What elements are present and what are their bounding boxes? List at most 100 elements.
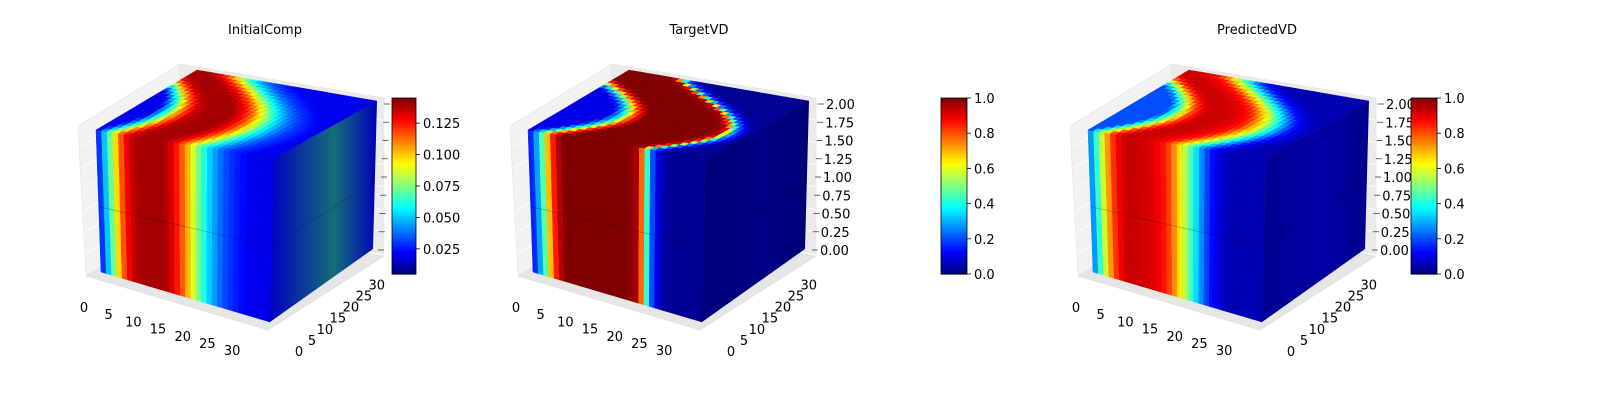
z-tick-label: 1.00 [1383, 171, 1412, 186]
colorbar-segment [392, 100, 416, 105]
colorbar-segment [941, 216, 967, 220]
colorbar-segment [1411, 227, 1437, 231]
x-axis: 0 5 10 15 20 25 30 [1072, 301, 1233, 359]
colorbar-segment [1411, 191, 1437, 195]
panel-title: PredictedVD [1217, 23, 1297, 38]
colorbar-segment [1411, 271, 1437, 275]
colorbar-segment [392, 133, 416, 138]
colorbar-segment [392, 109, 416, 113]
colorbar-segment [941, 260, 967, 264]
x-tick-label: 20 [1166, 330, 1183, 345]
y-tick-label: 20 [775, 301, 792, 316]
colorbar-segment [1411, 186, 1437, 190]
z-tick-label: 0.75 [822, 189, 851, 204]
front-face-strip [1193, 146, 1200, 304]
y-tick-label: 5 [740, 334, 748, 349]
front-face-strip [190, 144, 197, 301]
y-tick-label: 15 [762, 312, 779, 327]
y-tick-label: 30 [369, 278, 386, 293]
front-face-strip [201, 146, 208, 304]
colorbar-segment [1411, 188, 1437, 193]
x-tick-label: 10 [1117, 315, 1134, 330]
colorbar-segment [941, 263, 967, 267]
x-tick-label: 5 [105, 308, 113, 323]
right-face [1262, 101, 1369, 322]
colorbar-segment [941, 213, 967, 217]
z-tick-label: 0.00 [1380, 244, 1409, 259]
colorbar-segment [1411, 199, 1437, 204]
colorbar-segment [941, 155, 967, 160]
colorbar-segment [392, 139, 416, 143]
z-tick-label: 1.25 [1384, 153, 1413, 168]
colorbar-segment [941, 208, 967, 212]
x-tick-label: 5 [1097, 308, 1105, 323]
colorbar-segment [392, 199, 416, 204]
top-face-cell [366, 99, 378, 104]
colorbar-segment [1411, 114, 1437, 118]
colorbar-segment [941, 219, 967, 223]
z-tick-label: 0.75 [1382, 189, 1411, 204]
colorbar-segment [392, 153, 416, 157]
colorbar-segment [941, 153, 967, 157]
x-tick-label: 15 [582, 323, 599, 338]
z-tick-label: 2.00 [1386, 98, 1415, 113]
y-tick-label: 25 [356, 290, 373, 305]
colorbar-tick-label: 0.2 [1444, 233, 1465, 248]
colorbar-segment [1411, 230, 1437, 234]
colorbar-segment [941, 221, 967, 226]
z-tick-label: 0.50 [1382, 208, 1411, 223]
z-tick-label: 0.00 [820, 244, 849, 259]
colorbar-segment [1411, 172, 1437, 176]
colorbar-tick-label: 0.6 [974, 162, 995, 177]
colorbar: 0.025 0.050 0.075 0.100 0.125 [391, 97, 460, 275]
colorbar-segment [941, 158, 967, 162]
colorbar-segment [941, 166, 967, 171]
y-tick-label: 15 [330, 312, 347, 327]
colorbar-segment [392, 136, 416, 140]
colorbar-segment [1411, 180, 1437, 184]
colorbar-segment [941, 125, 967, 129]
colorbar-segment [1411, 122, 1437, 127]
colorbar-segment [392, 235, 416, 239]
colorbar-segment [1411, 166, 1437, 171]
colorbar-segment [941, 252, 967, 256]
top-face-cell [798, 99, 810, 104]
front-face-strip [179, 142, 186, 298]
colorbar-segment [941, 241, 967, 245]
y-tick-label: 30 [1361, 278, 1378, 293]
colorbar-segment [941, 106, 967, 110]
colorbar-segment [941, 139, 967, 143]
y-tick-label: 30 [801, 278, 818, 293]
colorbar-segment [392, 172, 416, 176]
colorbar-segment [392, 219, 416, 223]
z-tick-label: 2.00 [826, 98, 855, 113]
y-tick-label: 15 [1322, 312, 1339, 327]
colorbar-segment [1411, 254, 1437, 259]
colorbar-segment [941, 197, 967, 201]
colorbar-segment [1411, 232, 1437, 237]
colorbar-segment [392, 177, 416, 182]
y-tick-label: 0 [295, 345, 303, 360]
top-face-cell [1358, 99, 1370, 104]
colorbar-segment [1411, 243, 1437, 248]
colorbar-segment [941, 238, 967, 242]
colorbar-segment [392, 194, 416, 198]
colorbar-segment [941, 180, 967, 184]
front-face-strip [627, 145, 634, 303]
colorbar-segment [392, 260, 416, 264]
colorbar-segment [941, 117, 967, 121]
colorbar-tick-label: 0.8 [1444, 127, 1465, 142]
colorbar-segment [1411, 155, 1437, 160]
x-tick-label: 25 [631, 337, 648, 352]
colorbar-segment [1411, 142, 1437, 146]
colorbar-segment [1411, 177, 1437, 182]
colorbar-segment [392, 249, 416, 253]
y-tick-label: 5 [1300, 334, 1308, 349]
front-face-strip [633, 146, 640, 304]
z-tick-label: 1.50 [825, 135, 854, 150]
colorbar-segment [392, 106, 416, 110]
colorbar-segment [1411, 128, 1437, 132]
front-face-strip [1176, 143, 1184, 299]
x-axis: 0 5 10 15 20 25 30 [80, 301, 241, 359]
x-tick-label: 30 [1216, 344, 1233, 359]
